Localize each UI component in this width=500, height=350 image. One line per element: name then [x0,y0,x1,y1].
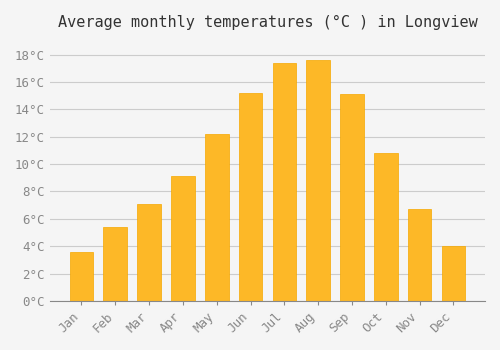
Bar [442,246,465,301]
Bar [70,252,94,301]
Bar [408,209,432,301]
Bar [306,60,330,301]
Bar [238,93,262,301]
Bar [272,63,296,301]
Bar [374,153,398,301]
Bar [138,204,161,301]
Bar [104,227,127,301]
Bar [205,134,229,301]
Bar [340,94,364,301]
Title: Average monthly temperatures (°C ) in Longview: Average monthly temperatures (°C ) in Lo… [58,15,478,30]
Bar [171,176,194,301]
